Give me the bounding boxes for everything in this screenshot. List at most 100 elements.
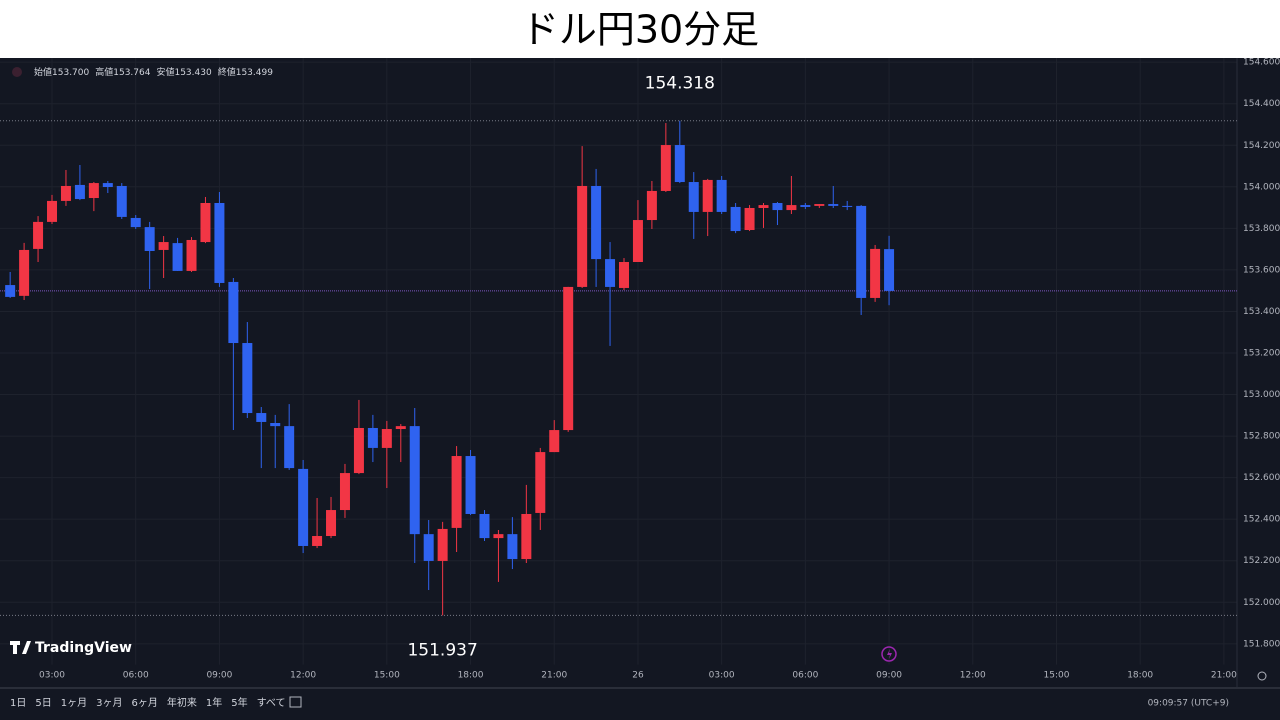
x-tick-label: 21:00 [541, 671, 567, 681]
candle-body [130, 217, 141, 228]
candle-body [437, 528, 448, 561]
candle-body [200, 203, 211, 243]
candle-body [381, 429, 392, 448]
candle-body [270, 422, 281, 427]
y-tick-label: 153.200 [1243, 348, 1280, 358]
y-tick-label: 154.200 [1243, 141, 1280, 151]
candle-body [674, 145, 685, 183]
candle-body [479, 513, 490, 539]
candle-body [409, 426, 420, 535]
candle-body [772, 203, 783, 211]
y-tick-label: 153.400 [1243, 307, 1280, 317]
y-tick-label: 154.600 [1243, 58, 1280, 68]
x-tick-label: 18:00 [1127, 671, 1153, 681]
candle-body [5, 285, 16, 297]
candle-body [563, 286, 574, 431]
candle-body [786, 205, 797, 211]
candle-body [242, 343, 253, 414]
y-tick-label: 153.800 [1243, 224, 1280, 234]
candle-body [660, 145, 671, 191]
candle-body [646, 190, 657, 221]
x-tick-label: 06:00 [792, 671, 818, 681]
candle-body [88, 183, 99, 199]
symbol-icon [12, 67, 22, 77]
y-tick-label: 154.000 [1243, 182, 1280, 192]
range-button[interactable]: 5年 [231, 696, 247, 709]
clock: 09:09:57 (UTC+9) [1148, 699, 1229, 709]
candle-body [102, 183, 113, 188]
range-button[interactable]: 6ヶ月 [132, 697, 158, 709]
candle-body [814, 204, 825, 206]
candle-body [507, 534, 518, 560]
watermark: TradingView [35, 640, 132, 656]
candle-body [298, 468, 309, 546]
candle-body [828, 204, 839, 206]
x-tick-label: 09:00 [876, 671, 902, 681]
event-icon[interactable] [881, 646, 897, 662]
x-tick-label: 21:00 [1211, 671, 1237, 681]
candle-body [758, 205, 769, 208]
candle-body [284, 426, 295, 469]
candle-body [618, 262, 629, 288]
range-button[interactable]: 1日 [10, 698, 26, 709]
range-button[interactable]: 5日 [35, 698, 51, 709]
candle-body [33, 221, 44, 249]
calendar-icon[interactable] [289, 696, 302, 708]
range-button[interactable]: 年初来 [167, 696, 197, 709]
x-tick-label: 26 [632, 671, 644, 681]
grid [0, 58, 1237, 665]
legend-value: 153.499 [236, 68, 273, 78]
legend-label: 始値 [34, 66, 52, 78]
y-tick-label: 153.600 [1243, 265, 1280, 275]
range-button[interactable]: 3ヶ月 [96, 697, 122, 709]
candle-body [521, 513, 532, 560]
candle-body [577, 185, 588, 287]
legend-label: 安値 [156, 66, 174, 78]
candle-body [549, 430, 560, 453]
x-tick-label: 15:00 [374, 671, 400, 681]
candle-body [688, 182, 699, 212]
candle-body [47, 200, 58, 222]
candle-body [423, 534, 434, 561]
y-tick-label: 152.400 [1243, 515, 1280, 525]
x-tick-label: 03:00 [709, 671, 735, 681]
legend-value: 153.430 [174, 68, 211, 78]
settings-icon[interactable] [1257, 671, 1267, 681]
y-tick-label: 154.400 [1243, 99, 1280, 109]
logo: TradingView [10, 640, 132, 656]
legend-label: 終値 [218, 66, 236, 78]
candle-body [842, 205, 853, 207]
x-tick-label: 03:00 [39, 671, 65, 681]
range-button[interactable]: 1ヶ月 [61, 697, 87, 709]
x-tick-label: 18:00 [458, 671, 484, 681]
ohlc-legend: 始値153.700 高値153.764 安値153.430 終値153.499 [34, 66, 273, 78]
candle-body [632, 220, 643, 263]
y-tick-label: 151.800 [1243, 639, 1280, 649]
candle-body [716, 179, 727, 212]
x-tick-label: 09:00 [206, 671, 232, 681]
candle-body [591, 185, 602, 260]
y-tick-label: 152.800 [1243, 432, 1280, 442]
y-tick-label: 152.200 [1243, 556, 1280, 566]
range-button[interactable]: 1年 [206, 696, 222, 709]
x-tick-label: 12:00 [290, 671, 316, 681]
event-icon-bolt [887, 649, 892, 659]
candle-body [744, 207, 755, 231]
candle-body [326, 510, 337, 537]
candle-body [116, 185, 127, 217]
candle-body [312, 536, 323, 546]
x-tick-label: 15:00 [1044, 671, 1070, 681]
x-tick-label: 12:00 [960, 671, 986, 681]
range-button[interactable]: すべて [257, 697, 286, 709]
candle-body [353, 427, 364, 474]
candle-body [60, 185, 71, 201]
candle-body [730, 206, 741, 232]
candle-body [228, 281, 239, 344]
calendar-shape [289, 696, 302, 708]
title-bar [0, 0, 1280, 58]
y-tick-label: 152.600 [1243, 473, 1280, 483]
chart-background [0, 58, 1280, 720]
candle-body [339, 473, 350, 511]
extreme-label: 151.937 [407, 640, 477, 660]
